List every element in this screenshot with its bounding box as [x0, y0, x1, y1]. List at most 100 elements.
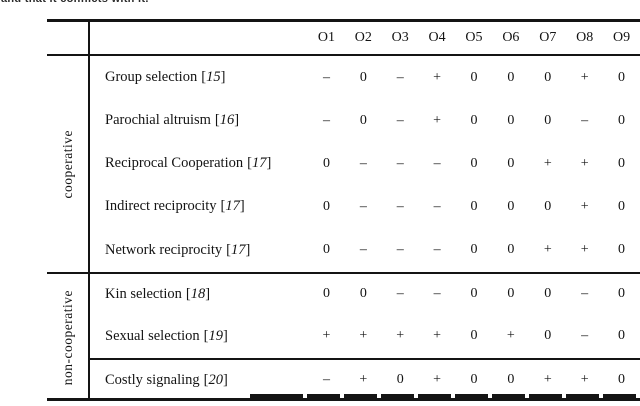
cell-value: 0	[470, 198, 478, 214]
cell-value: 0	[544, 112, 552, 128]
citation-ref: [16]	[215, 112, 239, 129]
mechanism-name: Network reciprocity	[105, 241, 223, 258]
cell-value: +	[580, 198, 589, 214]
bracket-open: [	[247, 155, 252, 172]
cell-value: 0	[308, 271, 345, 315]
cell-value: –	[396, 198, 404, 214]
column-header-o3: O3	[381, 22, 419, 56]
citation-ref: [17]	[226, 242, 250, 259]
bracket-close: ]	[266, 155, 272, 172]
bracket-open: [	[201, 69, 207, 86]
row-label: Sexual selection [19]	[90, 315, 308, 358]
cell-value: +	[543, 155, 552, 171]
cell-value: 0	[470, 242, 478, 258]
cell-value: –	[322, 69, 330, 85]
cell-value: –	[359, 155, 367, 171]
cell-value: 0	[618, 155, 626, 171]
bracket-open: [	[203, 371, 209, 388]
cell-value: +	[359, 328, 368, 344]
cell-value: 0	[470, 69, 478, 85]
citation-ref: [18]	[186, 286, 210, 303]
bracket-close: ]	[239, 198, 245, 215]
mechanism-name: Parochial altruism	[105, 112, 211, 129]
cell-value: +	[433, 69, 442, 85]
cell-value: –	[566, 271, 604, 315]
bracket-close: ]	[223, 371, 228, 388]
cell-value: 0	[507, 155, 515, 171]
mechanism-name: Group selection	[105, 69, 198, 86]
cell-value: 0	[507, 112, 515, 128]
cell-value: 0	[529, 271, 567, 315]
clipped-caption-text: and that it conflicts with it.	[1, 0, 149, 5]
cell-value: 0	[470, 328, 478, 344]
cell-value: 0	[618, 328, 626, 344]
cell-value: –	[359, 198, 367, 214]
citation-ref: [19]	[204, 328, 228, 345]
cell-value: 0	[507, 198, 515, 214]
cell-value: –	[433, 155, 441, 171]
bracket-close: ]	[220, 69, 226, 86]
citation-ref: [15]	[201, 69, 225, 86]
ref-number: 17	[225, 198, 240, 215]
cell-value: 0	[507, 242, 515, 258]
citation-ref: [20]	[204, 372, 228, 389]
cell-value: +	[433, 112, 442, 128]
ref-number: 17	[251, 155, 267, 172]
cell-value: –	[359, 242, 367, 258]
ref-number: 15	[206, 69, 221, 86]
ref-number: 19	[208, 327, 223, 344]
cell-value: –	[396, 155, 404, 171]
cell-value: 0	[603, 357, 640, 401]
cell-value: 0	[322, 198, 330, 214]
cell-value: 0	[618, 112, 626, 128]
cell-value: 0	[507, 69, 515, 85]
column-header-o7: O7	[529, 22, 567, 56]
row-label: Costly signaling [20]	[90, 357, 308, 401]
cell-value: +	[529, 357, 567, 401]
ref-number: 18	[190, 285, 206, 302]
cell-value: –	[581, 328, 589, 344]
cell-value: 0	[618, 69, 626, 85]
cell-value: 0	[455, 357, 493, 401]
column-header-o9: O9	[603, 22, 640, 56]
cell-value: +	[344, 357, 382, 401]
cell-value: 0	[359, 112, 367, 128]
column-header-o8: O8	[566, 22, 604, 56]
cell-value: –	[433, 242, 441, 258]
bracket-close: ]	[205, 285, 211, 302]
cell-value: 0	[544, 328, 552, 344]
mechanism-comparison-table: O1 O2 O3 O4 O5 O6 O7 O8 O9 cooperative n…	[47, 19, 640, 401]
cell-value: +	[418, 357, 456, 401]
cell-value: +	[396, 328, 405, 344]
bracket-open: [	[214, 112, 220, 129]
cell-value: –	[418, 271, 456, 315]
group-label-cooperative: cooperative	[47, 56, 90, 272]
cell-value: 0	[544, 69, 552, 85]
ref-number: 16	[219, 112, 235, 129]
cell-value: +	[433, 328, 442, 344]
column-header-o4: O4	[418, 22, 456, 56]
row-label: Group selection [15]	[90, 56, 308, 99]
row-label: Kin selection [18]	[90, 271, 308, 315]
column-header-o1: O1	[308, 22, 345, 56]
cell-value: –	[322, 112, 330, 128]
citation-ref: [17]	[247, 155, 271, 172]
row-label: Reciprocal Cooperation [17]	[90, 142, 308, 185]
cell-value: 0	[455, 271, 493, 315]
bracket-close: ]	[245, 241, 251, 258]
cell-value: 0	[359, 69, 367, 85]
cell-value: –	[396, 242, 404, 258]
group-label-cooperative-text: cooperative	[59, 129, 75, 199]
ref-number: 20	[208, 371, 224, 388]
bracket-open: [	[185, 285, 191, 302]
column-header-o5: O5	[455, 22, 493, 56]
cell-value: 0	[322, 242, 330, 258]
cell-value: 0	[381, 357, 419, 401]
cell-value: 0	[344, 271, 382, 315]
header-corner-spacer	[47, 22, 90, 56]
cell-value: –	[396, 69, 404, 85]
cell-value: 0	[492, 271, 530, 315]
cell-value: +	[322, 328, 331, 344]
cell-value: 0	[492, 357, 530, 401]
cell-value: +	[543, 242, 552, 258]
